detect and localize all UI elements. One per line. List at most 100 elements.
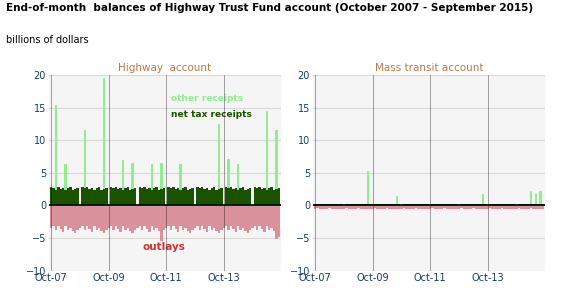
Bar xyxy=(420,204,422,205)
Bar xyxy=(410,205,412,209)
Bar xyxy=(244,190,246,205)
Bar xyxy=(357,204,359,205)
Bar xyxy=(76,205,79,230)
Bar xyxy=(432,205,434,209)
Bar xyxy=(254,205,256,226)
Bar xyxy=(355,205,357,209)
Bar xyxy=(184,205,187,228)
Bar xyxy=(174,189,177,205)
Bar xyxy=(328,204,331,205)
Bar xyxy=(393,205,395,209)
Bar xyxy=(403,204,405,205)
Bar xyxy=(172,187,174,205)
Bar xyxy=(340,205,343,209)
Bar xyxy=(405,205,408,209)
Bar xyxy=(220,188,223,205)
Bar xyxy=(158,190,160,205)
Bar xyxy=(103,189,105,205)
Bar xyxy=(64,205,67,226)
Bar xyxy=(93,190,95,205)
Bar xyxy=(350,205,352,209)
Bar xyxy=(98,187,100,205)
Bar xyxy=(513,205,515,209)
Bar xyxy=(359,204,362,205)
Bar xyxy=(434,204,436,205)
Bar xyxy=(331,204,333,205)
Bar xyxy=(117,205,119,229)
Bar xyxy=(244,205,246,231)
Bar xyxy=(203,189,205,205)
Bar xyxy=(199,205,201,230)
Bar xyxy=(455,205,458,209)
Bar xyxy=(208,205,211,226)
Bar xyxy=(254,187,256,205)
Bar xyxy=(455,204,458,205)
Bar xyxy=(60,189,62,205)
Bar xyxy=(499,205,501,209)
Bar xyxy=(350,204,352,205)
Bar xyxy=(359,205,362,209)
Bar xyxy=(532,204,534,205)
Bar xyxy=(364,204,367,205)
Bar xyxy=(377,204,379,205)
Bar xyxy=(503,204,506,205)
Bar xyxy=(389,204,391,205)
Bar xyxy=(530,205,532,209)
Bar xyxy=(208,190,211,205)
Bar xyxy=(211,205,213,230)
Bar xyxy=(348,204,350,205)
Bar xyxy=(180,190,182,205)
Bar xyxy=(537,204,540,205)
Bar xyxy=(227,188,230,205)
Bar xyxy=(95,205,98,230)
Bar xyxy=(174,205,177,229)
Bar xyxy=(314,205,316,209)
Bar xyxy=(117,189,119,205)
Bar xyxy=(232,189,235,205)
Bar xyxy=(463,205,465,209)
Bar xyxy=(510,205,513,209)
Bar xyxy=(196,187,199,205)
Bar xyxy=(139,187,141,205)
Bar xyxy=(91,205,93,232)
Bar xyxy=(506,204,508,205)
Bar xyxy=(55,105,57,190)
Bar xyxy=(235,205,237,232)
Bar xyxy=(417,204,420,205)
Bar xyxy=(451,204,453,205)
Bar xyxy=(76,188,79,205)
Bar xyxy=(501,204,503,205)
Bar xyxy=(170,188,172,205)
Bar xyxy=(534,205,537,209)
Bar xyxy=(338,204,340,205)
Bar xyxy=(362,204,364,205)
Bar xyxy=(81,187,84,205)
Bar xyxy=(333,204,336,205)
Bar xyxy=(261,205,263,229)
Bar xyxy=(60,205,62,229)
Bar xyxy=(103,78,105,189)
Bar xyxy=(426,205,429,209)
Bar xyxy=(103,205,105,233)
Bar xyxy=(201,187,203,205)
Bar xyxy=(326,205,328,209)
Bar xyxy=(237,205,239,226)
Bar xyxy=(324,205,326,209)
Bar xyxy=(72,205,74,231)
Bar xyxy=(367,204,369,205)
Bar xyxy=(355,204,357,205)
Bar xyxy=(100,190,103,205)
Bar xyxy=(153,205,156,230)
Bar xyxy=(477,204,479,205)
Bar xyxy=(439,205,441,209)
Bar xyxy=(479,204,482,205)
Bar xyxy=(362,205,364,209)
Bar xyxy=(414,204,417,205)
Bar xyxy=(441,204,444,205)
Bar xyxy=(395,205,398,209)
Bar xyxy=(220,205,223,230)
Bar xyxy=(156,187,158,205)
Bar xyxy=(237,164,239,190)
Bar xyxy=(383,205,386,209)
Title: Highway  account: Highway account xyxy=(118,63,212,73)
